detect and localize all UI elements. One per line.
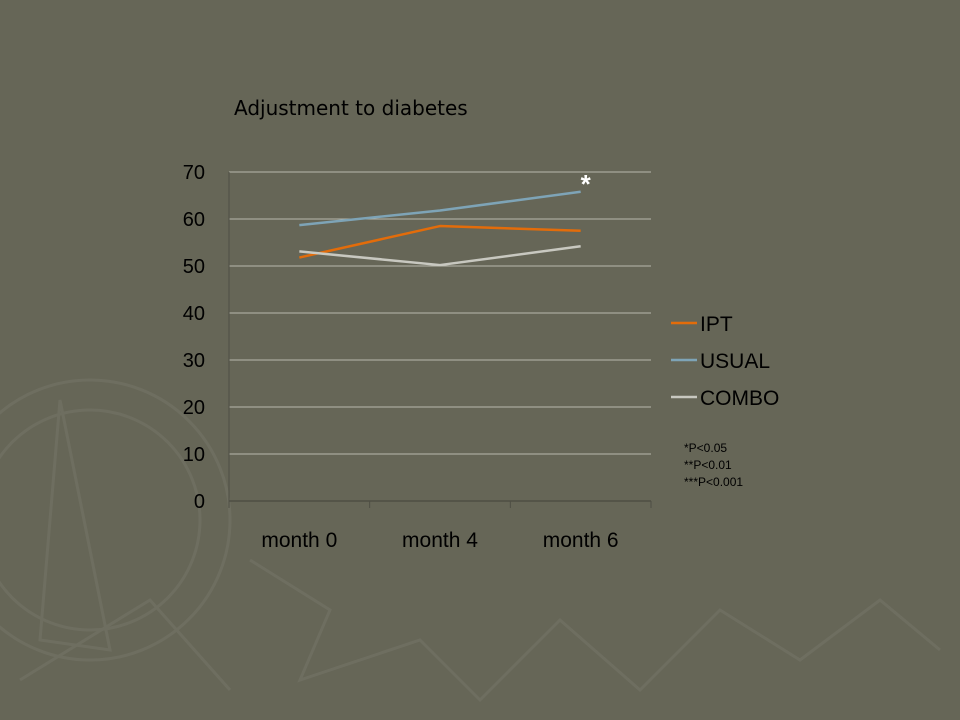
y-tick-label: 0 <box>194 491 205 513</box>
significance-notes: *P<0.05 **P<0.01 ***P<0.001 <box>684 441 743 489</box>
legend-label: USUAL <box>700 350 770 373</box>
legend-label: IPT <box>700 313 733 336</box>
axes <box>228 172 652 508</box>
annotations: * <box>581 169 592 199</box>
grid-lines <box>229 171 651 455</box>
series-line-combo <box>299 245 581 267</box>
significance-note: *P<0.05 <box>684 441 727 455</box>
y-tick-label: 50 <box>183 256 205 278</box>
significance-note: **P<0.01 <box>684 458 732 472</box>
y-tick-label: 30 <box>183 350 205 372</box>
y-tick-label: 60 <box>183 209 205 231</box>
series-line-usual <box>299 190 581 227</box>
y-tick-label: 20 <box>183 397 205 419</box>
y-tick-label: 40 <box>183 303 205 325</box>
x-axis-ticks: month 0 month 4 month 6 <box>261 529 618 552</box>
x-tick-label: month 6 <box>543 529 619 552</box>
y-tick-label: 10 <box>183 444 205 466</box>
x-tick-label: month 0 <box>261 529 337 552</box>
series-line-ipt <box>299 224 581 259</box>
y-axis-ticks: 0 10 20 30 40 50 60 70 <box>183 162 205 513</box>
series-lines <box>299 190 581 267</box>
significance-note: ***P<0.001 <box>684 475 743 489</box>
chart-title: Adjustment to diabetes <box>234 96 468 120</box>
y-tick-label: 70 <box>183 162 205 184</box>
legend: IPT USUAL COMBO <box>671 313 779 410</box>
significance-marker: * <box>581 169 592 199</box>
x-tick-label: month 4 <box>402 529 478 552</box>
legend-label: COMBO <box>700 387 779 410</box>
